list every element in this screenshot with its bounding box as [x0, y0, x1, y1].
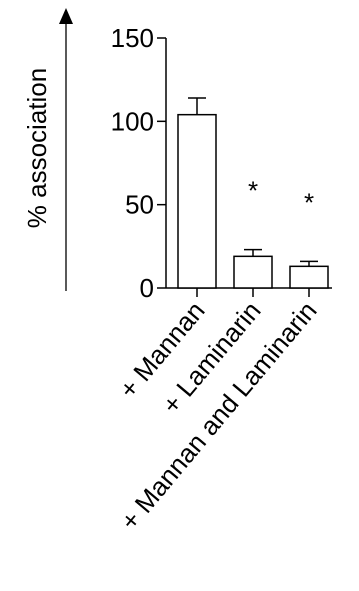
y-tick-label: 100 — [111, 106, 154, 136]
y-title-arrow-head — [59, 8, 73, 24]
x-axis-ticks: + Mannan+ Laminarin+ Mannan and Laminari… — [113, 288, 323, 536]
y-tick-label: 0 — [140, 273, 154, 303]
bar — [289, 265, 329, 289]
bar — [233, 255, 273, 289]
significance-marker: * — [248, 176, 258, 206]
y-tick-label: 50 — [125, 190, 154, 220]
bar — [177, 113, 217, 289]
bars: * * — [177, 97, 329, 289]
y-tick-label: 150 — [111, 23, 154, 53]
y-axis-ticks: 0 50 100 150 — [111, 23, 166, 303]
y-axis-title: % association — [22, 68, 52, 228]
significance-marker: * — [304, 187, 314, 217]
y-axis-title-group: % association — [22, 8, 73, 291]
